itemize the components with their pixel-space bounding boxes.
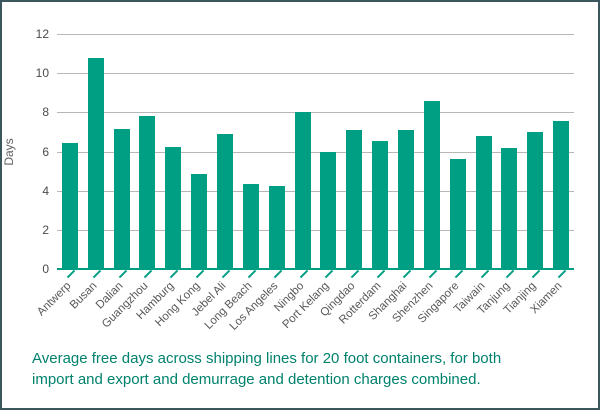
gridline [57,73,574,75]
y-tick-label: 6 [42,144,49,159]
x-tick-mark [221,269,231,279]
bar-hamburg[interactable] [165,146,182,269]
x-tick-mark [118,269,127,279]
y-tick-label: 2 [42,222,49,237]
gridline [57,112,574,114]
x-tick-mark [428,269,438,279]
bar-tianjing[interactable] [527,131,544,269]
y-tick-label: 8 [42,105,49,120]
x-tick-mark [195,269,205,279]
x-axis-baseline [57,268,574,270]
x-tick-mark [247,269,257,279]
gridline [57,229,574,231]
x-tick-mark [454,269,463,279]
y-tick-label: 0 [42,262,49,276]
bar-taiwain[interactable] [475,135,492,269]
y-tick-label: 12 [35,27,49,41]
bar-xiamen[interactable] [553,121,570,269]
bar-port-kelang[interactable] [320,151,337,269]
x-tick-mark [170,269,179,279]
x-tick-mark [376,269,386,279]
bar-busan[interactable] [87,58,104,269]
x-tick-mark [557,269,567,279]
bar-shenzhen[interactable] [423,100,440,269]
bar-guangzhou[interactable] [139,116,156,269]
x-tick-mark [144,269,153,279]
bar-long-beach[interactable] [242,183,259,269]
x-tick-mark [531,269,541,279]
x-tick-mark [480,269,489,279]
caption-line-2: import and export and demurrage and dete… [32,371,481,388]
bar-ningbo[interactable] [294,112,311,269]
y-tick-label: 10 [35,66,49,81]
x-tick-mark [66,269,76,279]
x-tick-mark [351,269,360,279]
x-tick-mark [299,269,308,279]
x-tick-mark [325,269,334,279]
y-tick-label: 4 [42,183,49,198]
x-tick-mark [273,269,282,279]
x-tick-mark [402,269,412,279]
gridline [57,34,574,35]
bar-antwerp[interactable] [61,142,78,269]
bar-tanjung[interactable] [501,147,518,269]
gridline [57,151,574,153]
y-axis-title: Days [2,138,16,166]
caption-line-1: Average free days across shipping lines … [32,350,502,367]
bar-qingdao[interactable] [346,129,363,269]
bar-shanghai[interactable] [397,129,414,269]
bar-singapore[interactable] [449,159,466,269]
gridline [57,190,574,192]
x-tick-mark [506,269,515,279]
bar-rotterdam[interactable] [372,140,389,269]
chart-caption: Average free days across shipping lines … [32,348,577,390]
bar-hong-kong[interactable] [191,174,208,269]
bar-los-angeles[interactable] [268,185,285,269]
bar-jebel-ali[interactable] [217,133,234,269]
x-tick-mark [92,269,102,279]
bar-dalian[interactable] [113,128,130,269]
